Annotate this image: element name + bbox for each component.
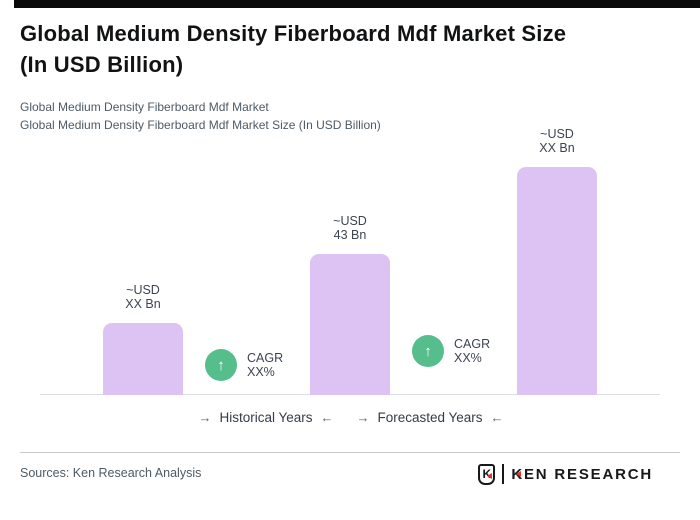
cagr-badge-2: ↑ CAGR XX%: [412, 335, 490, 367]
cagr-label-1: CAGR XX%: [247, 351, 283, 379]
cagr-label-1-line-2: XX%: [247, 365, 275, 379]
sources-text: Sources: Ken Research Analysis: [20, 466, 202, 480]
page-title-line-1: Global Medium Density Fiberboard Mdf Mar…: [20, 21, 567, 46]
arrow-right-icon: →: [198, 410, 212, 425]
bar-2: [310, 254, 390, 395]
logo-separator: [502, 464, 505, 484]
axis-label-historical-years: → Historical Years ←: [198, 410, 333, 425]
cagr-label-2: CAGR XX%: [454, 337, 490, 365]
cagr-label-2-line-1: CAGR: [454, 337, 491, 351]
bar-3: [517, 167, 597, 395]
ken-research-logo: K KEN RESEARCH: [478, 462, 653, 486]
axis-label-forecasted-text: Forecasted Years: [377, 410, 483, 425]
cagr-label-2-line-2: XX%: [454, 351, 482, 365]
bar-label-3-line-2: XX Bn: [539, 141, 575, 155]
cagr-up-icon: ↑: [205, 349, 237, 381]
arrow-right-icon: →: [356, 410, 370, 425]
cagr-badge-1: ↑ CAGR XX%: [205, 349, 283, 381]
up-arrow-glyph: ↑: [217, 356, 225, 374]
bar-label-2: ~USD 43 Bn: [280, 214, 420, 242]
up-arrow-glyph: ↑: [424, 342, 432, 360]
arrow-left-icon: ←: [490, 410, 504, 425]
page-title-line-2: (In USD Billion): [20, 52, 184, 77]
logo-mark-letter: K: [482, 467, 492, 481]
top-accent-bar: [14, 0, 700, 8]
bar-label-3-line-1: ~USD: [540, 127, 574, 141]
footer-divider: [20, 452, 680, 453]
chart-subtitle-line-1: Global Medium Density Fiberboard Mdf Mar…: [20, 100, 269, 114]
axis-label-forecasted-years: → Forecasted Years ←: [356, 410, 503, 425]
ken-research-logo-text: KEN RESEARCH: [511, 465, 653, 483]
axis-label-historical-text: Historical Years: [219, 410, 313, 425]
chart-subtitle-line-2: Global Medium Density Fiberboard Mdf Mar…: [20, 118, 381, 132]
chart-subtitle: Global Medium Density Fiberboard Mdf Mar…: [20, 98, 640, 134]
cagr-up-icon: ↑: [412, 335, 444, 367]
arrow-left-icon: ←: [320, 410, 334, 425]
cagr-label-1-line-1: CAGR: [247, 351, 284, 365]
bar-label-1-line-1: ~USD: [126, 283, 160, 297]
page-title: Global Medium Density Fiberboard Mdf Mar…: [20, 18, 680, 80]
bar-label-1-line-2: XX Bn: [125, 297, 161, 311]
bar-label-1: ~USD XX Bn: [73, 283, 213, 311]
bar-label-2-line-1: ~USD: [333, 214, 367, 228]
bar-label-2-line-2: 43 Bn: [333, 228, 367, 242]
ken-research-logo-mark: K: [478, 463, 496, 485]
bar-label-3: ~USD XX Bn: [487, 127, 627, 155]
bar-1: [103, 323, 183, 395]
